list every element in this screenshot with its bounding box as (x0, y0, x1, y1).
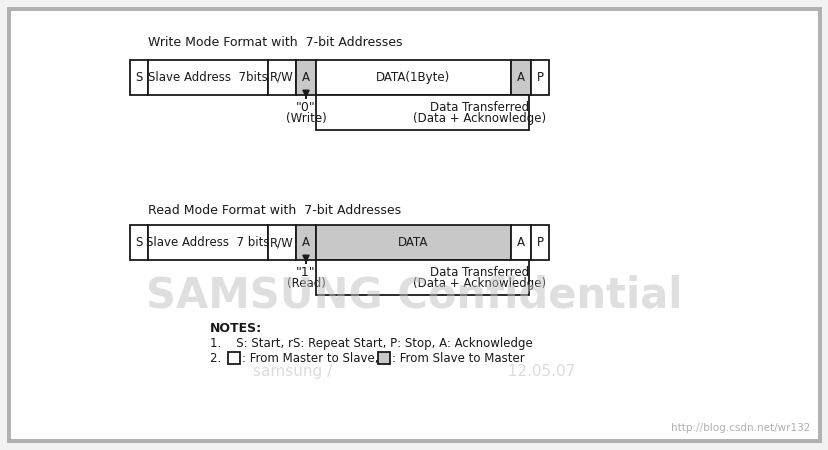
Bar (315, 60, 510, 95)
Text: A: A (517, 236, 524, 249)
Text: : From Master to Slave,: : From Master to Slave, (242, 352, 386, 365)
Text: 1.    S: Start, rS: Repeat Start, P: Stop, A: Acknowledge: 1. S: Start, rS: Repeat Start, P: Stop, … (209, 337, 532, 350)
Text: (Write): (Write) (286, 112, 326, 125)
Bar (510, 60, 531, 95)
Bar (228, 352, 240, 364)
Text: (Read): (Read) (286, 277, 325, 290)
Bar (315, 225, 510, 260)
Bar (267, 225, 296, 260)
Text: NOTES:: NOTES: (209, 322, 262, 335)
Bar (531, 60, 548, 95)
Bar (378, 352, 389, 364)
Text: A: A (517, 71, 524, 84)
Text: Slave Address  7 bits: Slave Address 7 bits (146, 236, 269, 249)
Text: Data Transferred: Data Transferred (430, 266, 529, 279)
Text: Data Transferred: Data Transferred (430, 101, 529, 114)
Bar (296, 225, 315, 260)
Bar (130, 225, 148, 260)
Text: DATA(1Byte): DATA(1Byte) (376, 71, 450, 84)
Bar (296, 60, 315, 95)
Text: R/W: R/W (270, 71, 293, 84)
Text: P: P (536, 71, 543, 84)
Bar (510, 225, 531, 260)
Bar (315, 260, 528, 295)
Text: (Data + Acknowledge): (Data + Acknowledge) (413, 277, 546, 290)
Text: R/W: R/W (270, 236, 293, 249)
Text: S: S (135, 236, 142, 249)
Bar (130, 60, 148, 95)
Text: A: A (301, 71, 310, 84)
Text: DATA: DATA (397, 236, 428, 249)
Text: samsung /                                    12.05.07: samsung / 12.05.07 (253, 364, 575, 379)
Text: 2.: 2. (209, 352, 224, 365)
Text: Write Mode Format with  7-bit Addresses: Write Mode Format with 7-bit Addresses (148, 36, 402, 49)
Text: S: S (135, 71, 142, 84)
Text: "0": "0" (296, 101, 315, 114)
Bar (531, 225, 548, 260)
Text: Slave Address  7bits: Slave Address 7bits (148, 71, 267, 84)
Bar (148, 225, 267, 260)
Bar (315, 95, 528, 130)
Text: P: P (536, 236, 543, 249)
Bar (148, 60, 267, 95)
Text: : From Slave to Master: : From Slave to Master (392, 352, 524, 365)
Text: A: A (301, 236, 310, 249)
Text: (Data + Acknowledge): (Data + Acknowledge) (413, 112, 546, 125)
Text: Read Mode Format with  7-bit Addresses: Read Mode Format with 7-bit Addresses (148, 203, 401, 216)
Text: SAMSUNG Confidential: SAMSUNG Confidential (146, 274, 681, 316)
Bar (267, 60, 296, 95)
Text: "1": "1" (296, 266, 315, 279)
Text: http://blog.csdn.net/wr132: http://blog.csdn.net/wr132 (670, 423, 809, 433)
